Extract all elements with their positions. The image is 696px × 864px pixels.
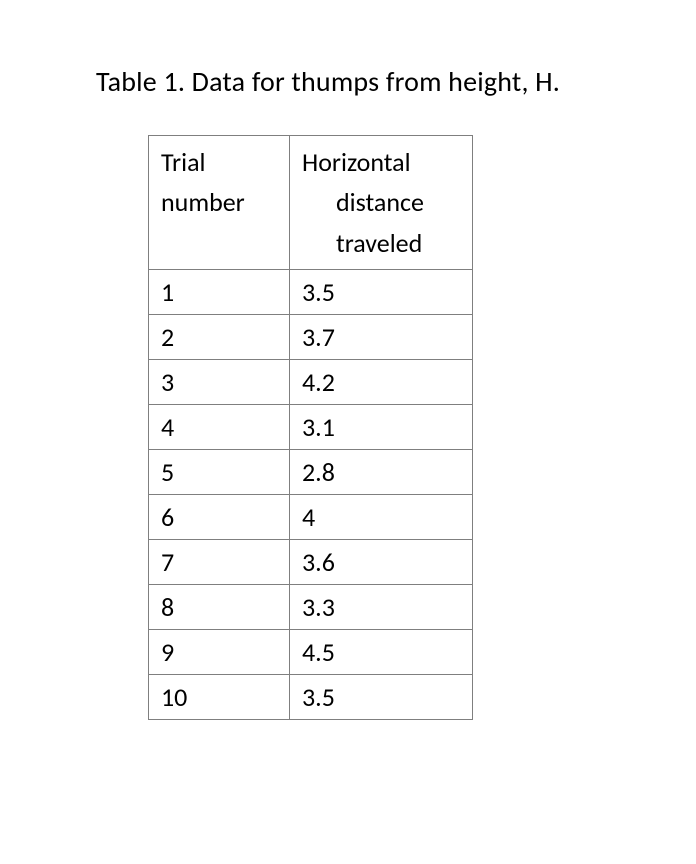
col-header-distance: Horizontal distance traveled [290, 136, 473, 270]
col-header-trial: Trial number [149, 136, 290, 270]
col-header-distance-line1: Horizontal [302, 142, 462, 182]
data-table: Trial number Horizontal distance travele… [148, 135, 473, 720]
cell-distance: 3.5 [290, 674, 473, 719]
col-header-distance-line2: distance [302, 182, 462, 222]
table-row: 8 3.3 [149, 584, 473, 629]
cell-distance: 4.5 [290, 629, 473, 674]
cell-distance: 3.3 [290, 584, 473, 629]
cell-trial: 7 [149, 539, 290, 584]
table-row: 2 3.7 [149, 314, 473, 359]
table-row: 10 3.5 [149, 674, 473, 719]
cell-trial: 3 [149, 359, 290, 404]
col-header-trial-line2: number [161, 182, 279, 222]
cell-distance: 3.6 [290, 539, 473, 584]
cell-distance: 3.7 [290, 314, 473, 359]
col-header-distance-line3: traveled [302, 223, 462, 263]
table-row: 1 3.5 [149, 269, 473, 314]
cell-trial: 4 [149, 404, 290, 449]
table-row: 6 4 [149, 494, 473, 539]
col-header-trial-line1: Trial [161, 142, 279, 182]
cell-trial: 10 [149, 674, 290, 719]
table-header-row: Trial number Horizontal distance travele… [149, 136, 473, 270]
table-row: 5 2.8 [149, 449, 473, 494]
cell-trial: 9 [149, 629, 290, 674]
document-page: Table 1. Data for thumps from height, H.… [0, 0, 696, 864]
cell-trial: 1 [149, 269, 290, 314]
cell-distance: 4.2 [290, 359, 473, 404]
cell-distance: 3.1 [290, 404, 473, 449]
cell-trial: 2 [149, 314, 290, 359]
cell-trial: 5 [149, 449, 290, 494]
table-row: 4 3.1 [149, 404, 473, 449]
cell-distance: 2.8 [290, 449, 473, 494]
table-row: 9 4.5 [149, 629, 473, 674]
cell-distance: 3.5 [290, 269, 473, 314]
cell-distance: 4 [290, 494, 473, 539]
cell-trial: 8 [149, 584, 290, 629]
table-row: 7 3.6 [149, 539, 473, 584]
table-row: 3 4.2 [149, 359, 473, 404]
cell-trial: 6 [149, 494, 290, 539]
table-caption: Table 1. Data for thumps from height, H. [96, 64, 696, 99]
